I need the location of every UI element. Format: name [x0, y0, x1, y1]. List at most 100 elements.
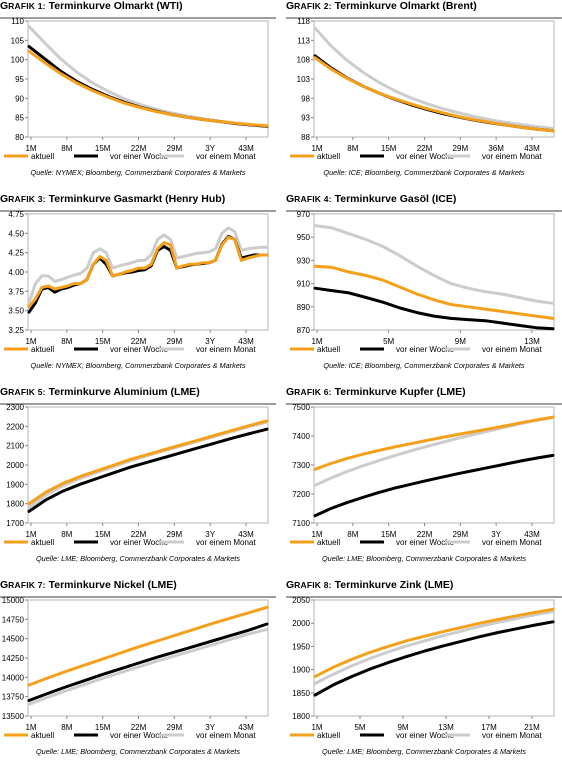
legend-label: vor einer Woche	[396, 731, 455, 740]
legend-label: vor einer Woche	[396, 152, 455, 161]
x-tick-label: 43M	[238, 337, 254, 346]
x-tick-label: 43M	[238, 723, 254, 732]
chart-title-prefix-small: RAFIK 5:	[8, 387, 46, 397]
y-tick-label: 4.75	[8, 210, 24, 219]
y-tick-label: 14750	[2, 615, 25, 624]
chart-title: GRAFIK 3: Terminkurve Gasmarkt (Henry Hu…	[0, 193, 276, 212]
y-tick-label: 2300	[6, 403, 24, 412]
series-line-vor-einer-Woche	[313, 453, 555, 518]
series-line-vor-einem-Monat	[27, 226, 269, 305]
legend-label: vor einem Monat	[196, 731, 256, 740]
chart-title-prefix-small: RAFIK 3:	[8, 194, 46, 204]
x-tick-label: 8M	[61, 530, 72, 539]
y-tick-label: 88	[301, 133, 310, 142]
x-tick-label: 29M	[167, 530, 183, 539]
y-tick-label: 870	[297, 326, 311, 335]
chart-title-text: Terminkurve Olmarkt (Brent)	[331, 0, 477, 12]
series-line-vor-einer-Woche	[27, 622, 269, 702]
x-tick-label: 9M	[397, 723, 408, 732]
x-tick-label: 22M	[131, 144, 147, 153]
legend-label: aktuell	[31, 152, 54, 161]
series-line-aktuell	[313, 607, 555, 679]
legend-label: aktuell	[317, 538, 340, 547]
x-tick-label: 9M	[455, 337, 466, 346]
y-tick-label: 14500	[2, 635, 25, 644]
x-tick-label: 22M	[131, 723, 147, 732]
x-tick-label: 1M	[25, 337, 36, 346]
chart-title-text: Terminkurve Gasmarkt (Henry Hub)	[45, 193, 226, 205]
chart-panel-6: GRAFIK 6: Terminkurve Kupfer (LME) 7100 72…	[286, 386, 562, 577]
x-tick-label: 29M	[167, 144, 183, 153]
chart-title-prefix: G	[286, 193, 295, 205]
chart-source: Quelle: LME; Bloomberg, Commerzbank Corp…	[36, 554, 240, 563]
chart-title-text: Terminkurve Kupfer (LME)	[331, 386, 466, 398]
y-tick-label: 95	[15, 75, 24, 84]
y-tick-label: 98	[301, 94, 310, 103]
y-tick-label: 7200	[292, 490, 310, 499]
legend-label: vor einer Woche	[110, 731, 169, 740]
y-tick-label: 2000	[292, 619, 310, 628]
y-tick-label: 4.25	[8, 249, 24, 258]
chart-title: GRAFIK 2: Terminkurve Olmarkt (Brent)	[286, 0, 562, 19]
legend-label: vor einem Monat	[196, 345, 256, 354]
y-tick-label: 1900	[6, 480, 24, 489]
y-tick-label: 3.75	[8, 287, 24, 296]
x-tick-label: 43M	[524, 530, 540, 539]
x-tick-label: 1M	[311, 723, 322, 732]
chart-svg: 13500 13750 14000 14250 14500 14750 15000 1M 8M 1…	[2, 596, 269, 740]
x-tick-label: 3Y	[205, 723, 215, 732]
y-tick-label: 85	[15, 114, 24, 123]
chart-source: Quelle: NYMEX; Bloomberg, Commerzbank Co…	[30, 361, 246, 370]
y-tick-label: 105	[11, 36, 25, 45]
x-tick-label: 1M	[25, 144, 36, 153]
x-tick-label: 13M	[524, 337, 540, 346]
plot-frame	[313, 213, 555, 331]
y-tick-label: 7300	[292, 461, 310, 470]
y-tick-label: 1850	[292, 689, 310, 698]
y-tick-label: 110	[11, 17, 24, 26]
legend-label: vor einer Woche	[396, 345, 455, 354]
y-tick-label: 1700	[6, 519, 24, 528]
y-tick-label: 930	[297, 256, 311, 265]
chart-title-text: Terminkurve Nickel (LME)	[45, 579, 177, 591]
chart-title-prefix: G	[286, 579, 295, 591]
chart-svg: 7100 7200 7300 7400 7500 1M 8M 15M 22M 29M 3Y 43M ak…	[290, 403, 555, 547]
x-tick-label: 15M	[381, 144, 397, 153]
legend-label: aktuell	[317, 345, 340, 354]
chart-title-prefix: G	[0, 579, 9, 591]
y-tick-label: 910	[297, 280, 311, 289]
x-tick-label: 43M	[238, 530, 254, 539]
chart-source: Quelle: NYMEX; Bloomberg, Commerzbank Co…	[30, 168, 246, 177]
chart-svg: 1800 1850 1900 1950 2000 2050 1M 5M 9M 13M 17M 21M a…	[290, 596, 555, 740]
chart-title: GRAFIK 8: Terminkurve Zink (LME)	[286, 579, 562, 598]
legend-label: aktuell	[31, 538, 54, 547]
y-tick-label: 118	[297, 17, 310, 26]
y-tick-label: 103	[297, 75, 311, 84]
x-tick-label: 21M	[524, 723, 540, 732]
chart-panel-4: GRAFIK 4: Terminkurve Gasöl (ICE) 870 890 9…	[286, 193, 562, 384]
x-tick-label: 22M	[131, 530, 147, 539]
legend-label: vor einem Monat	[482, 538, 542, 547]
chart-source: Quelle: ICE; Bloomberg, Commerzbank Corp…	[323, 168, 525, 177]
y-tick-label: 2100	[6, 442, 24, 451]
chart-panel-5: GRAFIK 5: Terminkurve Aluminium (LME) 170…	[0, 386, 276, 577]
chart-panel-1: GRAFIK 1: Terminkurve Olmarkt (WTI) 80 85 9…	[0, 0, 276, 191]
chart-title-prefix-small: RAFIK 8:	[294, 580, 332, 590]
y-tick-label: 950	[297, 233, 311, 242]
series-line-vor-einer-Woche	[27, 427, 269, 513]
y-tick-label: 113	[297, 36, 310, 45]
x-tick-label: 5M	[383, 337, 394, 346]
legend-label: vor einer Woche	[110, 152, 169, 161]
y-tick-label: 1800	[292, 712, 310, 721]
y-tick-label: 3.50	[8, 307, 24, 316]
x-tick-label: 43M	[524, 144, 540, 153]
y-tick-label: 2050	[292, 596, 310, 605]
y-tick-label: 93	[301, 114, 310, 123]
x-tick-label: 29M	[453, 144, 469, 153]
y-tick-label: 15000	[2, 596, 25, 605]
x-tick-label: 22M	[131, 337, 147, 346]
series-line-vor-einer-Woche	[27, 234, 269, 314]
chart-panel-2: GRAFIK 2: Terminkurve Olmarkt (Brent) 88 9…	[286, 0, 562, 191]
x-tick-label: 22M	[417, 530, 433, 539]
y-tick-label: 80	[15, 133, 24, 142]
